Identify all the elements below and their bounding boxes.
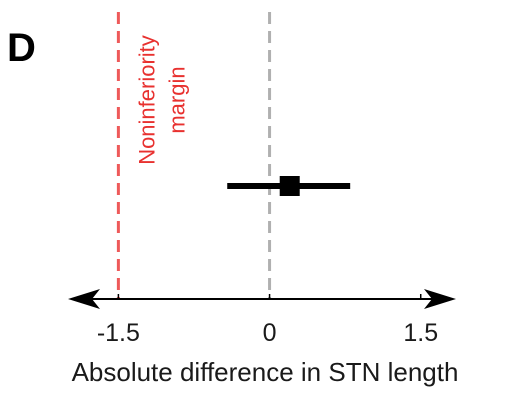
- point-estimate-group: [227, 176, 351, 196]
- point-estimate-marker: [279, 176, 300, 196]
- reference-lines: [116, 12, 272, 299]
- annotation-line-1: Noninferiority: [134, 35, 159, 165]
- x-axis-right-arrow: [424, 289, 456, 309]
- x-axis-label: Absolute difference in STN length: [72, 357, 459, 387]
- x-tick-label-1: 0: [263, 319, 277, 347]
- x-axis: [68, 289, 456, 309]
- x-tick-label-2: 1.5: [403, 319, 438, 347]
- annotation-line-2: margin: [164, 66, 189, 133]
- x-axis-left-arrow: [68, 289, 100, 309]
- noninferiority-annotation: Noninferiority margin: [134, 35, 189, 165]
- x-tick-labels: -1.5 0 1.5: [97, 319, 438, 347]
- panel-label: D: [7, 26, 36, 70]
- x-tick-label-0: -1.5: [97, 319, 140, 347]
